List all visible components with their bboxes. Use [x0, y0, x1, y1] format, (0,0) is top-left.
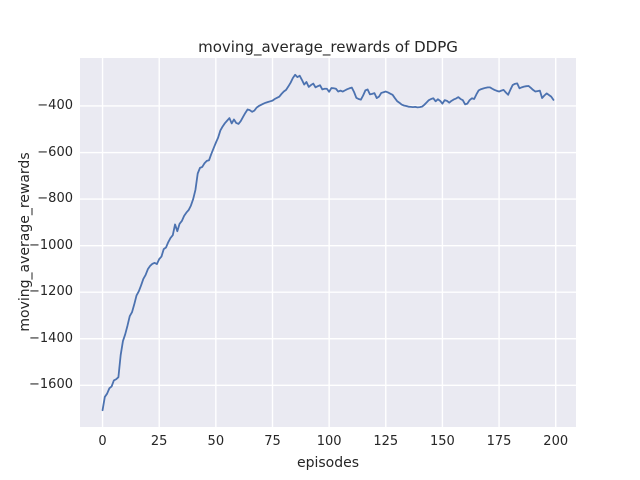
y-tick-label: −1400 [29, 330, 73, 346]
x-tick-label: 75 [264, 434, 281, 449]
x-axis-label: episodes [296, 455, 360, 471]
y-axis-label: moving_average_rewards [17, 152, 33, 332]
y-tick-label: −800 [37, 191, 73, 207]
x-tick-label: 125 [373, 434, 399, 449]
y-tick-label: −1000 [29, 237, 73, 253]
x-tick-label: 150 [430, 434, 455, 449]
x-tick-label: 100 [316, 434, 342, 449]
plot-area [80, 58, 576, 427]
y-tick-label: −1600 [29, 377, 73, 393]
x-tick-label: 0 [98, 434, 107, 449]
x-tick-label: 200 [543, 434, 569, 449]
x-tick-label: 25 [150, 434, 168, 449]
x-tick-label: 175 [486, 434, 512, 449]
chart-title: moving_average_rewards of DDPG [198, 38, 458, 56]
series-line-moving_average_rewards [101, 73, 555, 412]
y-tick-label: −600 [37, 144, 73, 160]
y-tick-label: −1200 [29, 284, 73, 300]
y-tick-label: −400 [37, 97, 73, 113]
x-tick-label: 50 [207, 434, 225, 449]
plot-canvas [80, 58, 576, 427]
plot-background [80, 58, 576, 427]
